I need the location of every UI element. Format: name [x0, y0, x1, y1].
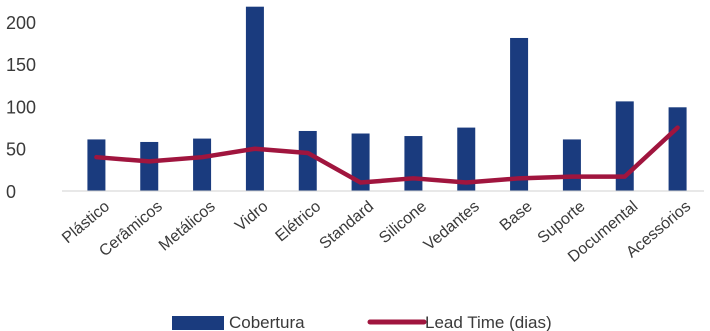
- legend-label-lead-time: Lead Time (dias): [425, 313, 552, 331]
- legend: Cobertura Lead Time (dias): [172, 313, 552, 331]
- y-tick-label: 100: [6, 97, 36, 117]
- bar: [562, 139, 581, 191]
- series-line: [94, 125, 680, 185]
- legend-label-cobertura: Cobertura: [229, 313, 305, 331]
- x-tick-label: Vidro: [232, 198, 271, 235]
- x-tick-label: Vedantes: [421, 198, 483, 254]
- x-tick-label: Standard: [316, 198, 377, 253]
- bar-series-cobertura: [87, 6, 687, 192]
- bar: [668, 107, 687, 191]
- bar: [140, 141, 159, 191]
- y-tick-label: 0: [6, 182, 16, 202]
- y-tick-label: 150: [6, 55, 36, 75]
- y-axis: 0 50 100 150 200: [6, 13, 36, 202]
- bar: [87, 139, 106, 191]
- line-series-lead-time: [94, 125, 680, 185]
- bar: [193, 138, 212, 191]
- x-tick-label: Elétrico: [273, 198, 325, 245]
- bar: [457, 127, 476, 191]
- bar: [245, 6, 264, 192]
- y-tick-label: 200: [6, 13, 36, 33]
- bar: [351, 133, 370, 191]
- bar: [298, 130, 317, 191]
- bar: [404, 136, 423, 191]
- y-tick-label: 50: [6, 140, 26, 160]
- bar: [510, 37, 529, 191]
- legend-swatch-cobertura: [172, 316, 224, 330]
- x-tick-label: Metálicos: [156, 198, 219, 254]
- bar: [615, 101, 634, 191]
- x-tick-label: Base: [497, 198, 536, 235]
